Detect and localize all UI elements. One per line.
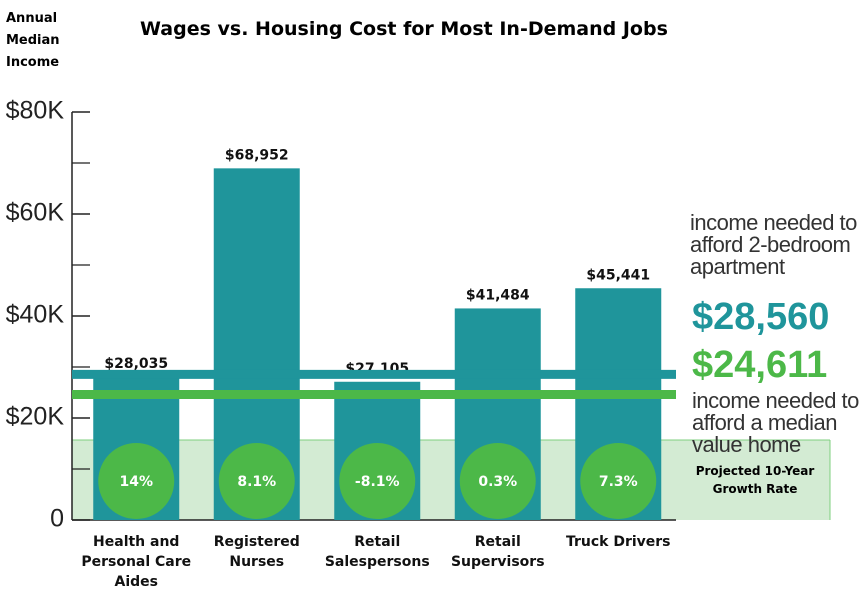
growth-circle [459, 443, 536, 519]
x-tick-label: Retail Salespersons [324, 534, 430, 570]
growth-label: 7.3% [599, 474, 638, 490]
x-tick-label: Health and Personal Care Aides [81, 534, 192, 590]
growth-circle [218, 443, 295, 519]
y-tick-label: $80K [6, 97, 65, 125]
chart-title: Wages vs. Housing Cost for Most In-Deman… [140, 18, 668, 40]
reference-description: income needed to afford 2-bedroom apartm… [690, 210, 857, 279]
y-tick-label: $20K [6, 403, 65, 431]
value-label: $68,952 [225, 147, 289, 163]
value-label: $45,441 [586, 267, 650, 283]
value-label: $28,035 [104, 356, 168, 372]
x-tick-label: Registered Nurses [213, 534, 300, 570]
growth-circle [98, 443, 175, 519]
growth-band [72, 440, 830, 520]
y-tick-label: $40K [6, 301, 65, 329]
growth-circle [580, 443, 657, 519]
x-tick-label: Truck Drivers [565, 534, 671, 550]
reference-description: income needed to afford a median value h… [692, 388, 859, 457]
reference-label: $24,611 [692, 344, 828, 386]
growth-title: Projected 10-Year Growth Rate [695, 464, 815, 496]
y-tick-label: 0 [50, 505, 64, 533]
y-axis-title: Annual Median Income [6, 11, 60, 70]
reference-label: $28,560 [692, 296, 830, 338]
x-tick-label: Retail Supervisors [450, 534, 545, 570]
growth-label: 14% [119, 474, 153, 490]
y-tick-label: $60K [6, 199, 65, 227]
value-label: $41,484 [466, 287, 530, 303]
growth-label: 0.3% [478, 474, 517, 490]
growth-label: -8.1% [355, 474, 400, 490]
growth-label: 8.1% [237, 474, 276, 490]
growth-circle [339, 443, 416, 519]
